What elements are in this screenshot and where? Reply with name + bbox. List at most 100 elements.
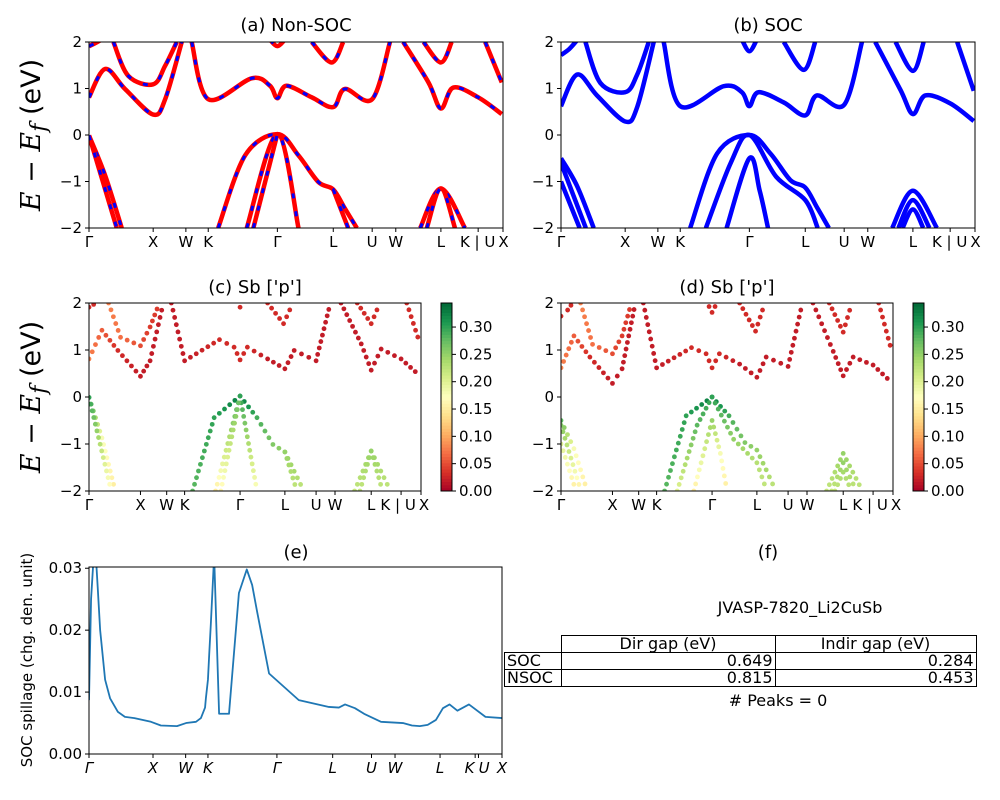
colorbar-segment [913,428,924,432]
projected-band-point [154,329,160,335]
projected-band-point [104,468,109,474]
projected-band-point [749,455,755,461]
projected-band-point [561,313,564,319]
colorbar-segment [441,328,452,332]
projected-band-point [619,333,625,339]
projected-band-point [847,463,853,469]
colorbar-segment [441,393,452,398]
projected-band-point [695,474,700,480]
x-tick-label: K [203,233,214,251]
projected-band-point [415,334,421,340]
peaks-count: # Peaks = 0 [728,691,828,710]
projected-band-point [645,322,651,328]
projected-band-point [358,305,364,311]
colorbar-segment [441,331,452,335]
projected-band-point [115,328,121,333]
y-tick-label: 1 [544,341,554,359]
band-line-soc [890,188,939,228]
colorbar-segment [441,371,452,376]
projected-band-point [177,336,183,342]
x-tick-label: W [178,233,193,251]
projected-band-point [683,348,689,354]
projected-band-point [225,454,231,460]
projected-band-point [712,431,718,437]
projected-band-point [398,356,404,362]
projected-band-point [706,432,711,437]
projected-band-point [700,453,706,459]
projected-band-point [844,367,849,372]
projected-band-point [568,339,574,345]
projected-band-point [254,415,260,421]
colorbar-segment [441,340,452,345]
projected-band-point [266,435,272,441]
x-tick-label: U [366,759,377,777]
plot-area [89,42,503,228]
projected-band-point [832,488,838,491]
colorbar-segment [441,397,452,401]
x-tick-label: Γ [557,233,566,251]
projected-band-point [561,365,564,371]
colorbar-tick-label: 0.25 [459,345,492,363]
projected-band-point [829,306,835,312]
band-line-soc [688,132,831,228]
projected-band-point [193,351,199,357]
y-tick-label: 0 [72,388,82,406]
projected-band-point [679,427,685,432]
colorbar-segment [441,465,452,470]
projected-band-point [665,358,671,364]
projected-band-point [315,351,321,357]
projected-band-point [878,307,884,313]
projected-band-point [883,328,889,334]
projected-band-point [147,358,153,364]
x-tick-label: U [783,496,794,514]
colorbar-segment [441,359,452,364]
projected-band-point [216,410,222,416]
band-line-soc [893,42,926,74]
colorbar-segment [441,481,452,486]
band-line-soc [561,42,579,57]
projected-band-point [566,449,572,454]
projected-band-point [627,326,633,332]
projected-band-point [703,405,709,411]
y-tick-label: 1 [544,80,554,98]
projected-band-point [749,323,755,328]
projected-band-point [358,341,364,347]
projected-band-point [827,342,833,347]
projected-band-point [242,420,248,426]
projected-band-point [756,467,762,473]
projected-band-point [760,361,766,367]
projected-band-point [248,454,254,460]
projected-band-point [757,314,763,320]
x-tick-label: L [801,233,810,251]
projected-band-point [621,326,627,332]
projected-band-point [757,368,763,373]
projected-band-point [826,303,832,306]
projected-band-point [250,409,256,415]
projected-band-point [262,428,268,434]
projected-band-point [284,456,290,461]
band-line-soc [955,42,975,92]
projected-band-point [298,482,303,487]
projected-band-point [798,307,804,313]
x-tick-label: Γ [745,233,754,251]
projected-band-point [381,475,387,481]
projected-band-point [562,435,568,441]
projected-band-point [282,366,288,372]
projected-band-point [651,351,657,356]
colorbar-segment [913,393,924,398]
colorbar-segment [441,403,452,407]
colorbar-segment [441,362,452,367]
x-tick-label: L [328,759,336,777]
x-tick-label: K [465,759,476,777]
colorbar-segment [913,397,924,401]
projected-band-point [313,358,319,364]
projected-band-point [173,322,179,328]
projected-band-point [218,488,224,491]
projected-band-point [754,460,760,466]
cell-indir-gap: 0.284 [774,652,977,670]
y-tick-label: 0 [72,126,82,144]
colorbar-segment [913,484,924,489]
projected-band-point [365,316,371,321]
projected-band-point [880,371,885,377]
projected-band-point [725,424,730,430]
